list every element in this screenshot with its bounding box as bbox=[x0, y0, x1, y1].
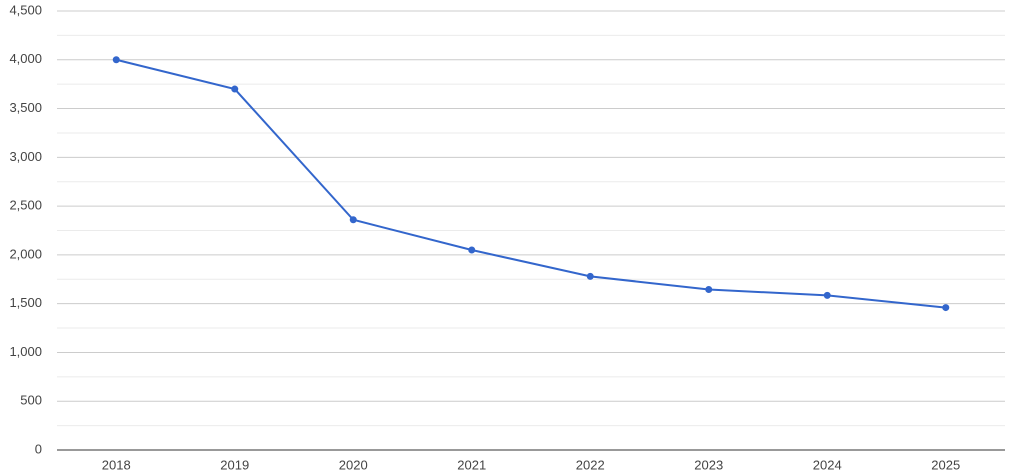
point bbox=[231, 85, 239, 93]
y-tick-label: 4,000 bbox=[9, 51, 42, 66]
y-tick-label: 0 bbox=[35, 441, 42, 456]
x-tick-label: 2023 bbox=[694, 457, 723, 472]
point bbox=[349, 216, 357, 224]
x-tick-label: 2024 bbox=[813, 457, 842, 472]
point bbox=[468, 246, 476, 254]
point bbox=[705, 286, 713, 294]
y-tick-label: 2,500 bbox=[9, 198, 42, 213]
y-tick-label: 500 bbox=[20, 393, 42, 408]
point bbox=[942, 304, 950, 312]
y-tick-label: 2,000 bbox=[9, 246, 42, 261]
x-tick-label: 2025 bbox=[931, 457, 960, 472]
y-tick-label: 1,000 bbox=[9, 344, 42, 359]
y-tick-label: 4,500 bbox=[9, 2, 42, 17]
y-tick-label: 3,500 bbox=[9, 100, 42, 115]
x-tick-label: 2022 bbox=[576, 457, 605, 472]
point bbox=[112, 56, 120, 64]
point bbox=[586, 272, 594, 280]
line bbox=[116, 58, 946, 309]
point bbox=[823, 291, 831, 299]
x-tick-label: 2020 bbox=[339, 457, 368, 472]
x-tick-label: 2019 bbox=[220, 457, 249, 472]
x-tick-label: 2021 bbox=[457, 457, 486, 472]
x-tick-label: 2018 bbox=[102, 457, 131, 472]
y-tick-label: 1,500 bbox=[9, 295, 42, 310]
y-tick-label: 3,000 bbox=[9, 149, 42, 164]
